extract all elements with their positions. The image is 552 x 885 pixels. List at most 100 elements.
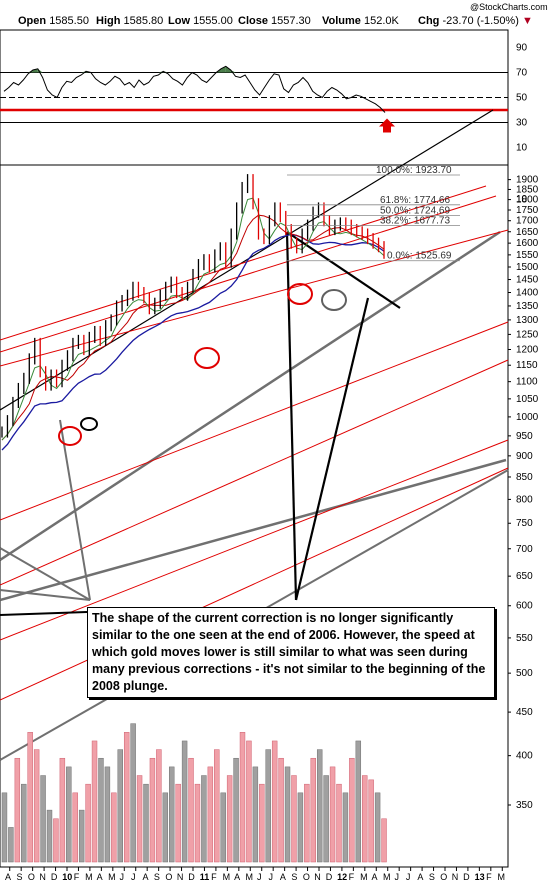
chg-down-icon: ▼	[522, 15, 533, 27]
x-tick-label: D	[326, 872, 333, 882]
trend-line	[0, 109, 494, 411]
x-tick-label: 12	[337, 872, 347, 882]
x-tick-label: S	[429, 872, 435, 882]
price-tick-label: 1750	[516, 205, 539, 216]
trend-line	[0, 458, 507, 602]
x-tick-label: A	[417, 872, 423, 882]
volume-bar	[368, 779, 374, 863]
svg-text:High 1585.80: High 1585.80	[96, 15, 163, 27]
price-tick-label: 1350	[516, 301, 539, 312]
x-tick-label: M	[498, 872, 506, 882]
x-tick-label: A	[280, 872, 286, 882]
price-tick-label: 800	[516, 494, 533, 505]
highlight-circle	[321, 289, 347, 311]
volume-bar	[111, 792, 117, 863]
volume-bar	[123, 732, 130, 863]
x-tick-label: A	[97, 872, 103, 882]
volume-bar	[233, 757, 239, 863]
x-tick-label: N	[452, 872, 459, 882]
volume-bar	[98, 757, 104, 863]
highlight-circle	[80, 417, 98, 431]
x-tick-label: M	[360, 872, 368, 882]
volume-bar	[252, 766, 259, 863]
fib-label: 0.0%: 1525.69	[387, 251, 452, 262]
price-tick-label: 1000	[516, 412, 539, 423]
open-label: Open	[18, 15, 46, 27]
price-tick-label: 350	[516, 800, 533, 811]
volume-bar	[8, 827, 14, 863]
volume-bar	[271, 740, 278, 863]
volume-bar	[21, 783, 27, 863]
x-tick-label: A	[372, 872, 378, 882]
x-tick-label: A	[234, 872, 240, 882]
low-label: Low	[168, 15, 190, 27]
price-tick-label: 650	[516, 571, 533, 582]
rsi-up-arrow-icon	[379, 118, 395, 133]
volume-bar	[46, 809, 53, 863]
ohlc-header: Open 1585.50 High 1585.80 Low 1555.00 Cl…	[18, 2, 548, 27]
volume-bar	[33, 749, 40, 863]
volume-bar	[91, 740, 98, 863]
volume-panel	[1, 723, 387, 863]
volume-bar	[175, 783, 181, 863]
x-tick-label: S	[16, 872, 22, 882]
price-tick-label: 1150	[516, 360, 538, 371]
price-tick-label: 1450	[516, 275, 539, 286]
volume-bar	[162, 792, 169, 863]
x-tick-label: N	[177, 872, 184, 882]
volume-bar	[14, 757, 21, 863]
price-tick-label: 450	[516, 707, 533, 718]
volume-bar	[181, 740, 188, 863]
volume-bar	[342, 792, 349, 863]
close-label: Close	[238, 15, 268, 27]
fib-label: 61.8%: 1774.66	[380, 195, 450, 206]
volume-bar	[130, 723, 136, 863]
volume-value: 152.0K	[364, 15, 400, 27]
x-tick-label: N	[39, 872, 46, 882]
high-value: 1585.80	[124, 15, 164, 27]
trend-line	[0, 321, 509, 521]
price-tick-label: 550	[516, 633, 533, 644]
trend-line	[286, 231, 401, 309]
volume-bar	[278, 757, 284, 863]
close-value: 1557.30	[271, 15, 311, 27]
price-tick-label: 1850	[516, 184, 539, 195]
x-tick-label: A	[5, 872, 11, 882]
x-tick-label: F	[349, 872, 355, 882]
x-tick-label: N	[314, 872, 321, 882]
volume-bar	[297, 792, 304, 863]
fib-label: 38.2%: 1677.73	[380, 216, 450, 227]
price-tick-label: 500	[516, 668, 533, 679]
trend-line	[59, 419, 91, 601]
x-tick-label: O	[28, 872, 35, 882]
x-tick-label: J	[268, 872, 273, 882]
volume-bar	[239, 732, 246, 863]
trend-line	[0, 467, 509, 701]
price-tick-label: 1600	[516, 238, 539, 249]
low-value: 1555.00	[193, 15, 233, 27]
svg-text:Volume 152.0K: Volume 152.0K	[322, 15, 400, 27]
price-tick-label: 900	[516, 451, 533, 462]
trend-line	[0, 185, 487, 341]
price-tick-label: 1100	[516, 377, 538, 388]
price-tick-label: 1650	[516, 227, 539, 238]
volume-bar	[149, 757, 156, 863]
price-tick-label: 850	[516, 472, 533, 483]
price-tick-label: 950	[516, 431, 533, 442]
volume-bar	[265, 749, 271, 863]
x-tick-label: D	[188, 872, 195, 882]
x-tick-label: 10	[62, 872, 72, 882]
open-value: 1585.50	[49, 15, 89, 27]
volume-bar	[374, 792, 381, 863]
rsi-overbought-fill	[221, 66, 226, 73]
price-tick-label: 700	[516, 544, 533, 555]
volume-bar	[188, 757, 194, 863]
volume-bar	[66, 766, 72, 863]
price-tick-label: 1700	[516, 216, 539, 227]
x-tick-label: F	[211, 872, 217, 882]
volume-bar	[40, 775, 46, 863]
chg-label: Chg	[418, 15, 439, 27]
x-tick-label: D	[463, 872, 470, 882]
volume-bar	[323, 775, 329, 863]
volume-bar	[214, 749, 220, 863]
